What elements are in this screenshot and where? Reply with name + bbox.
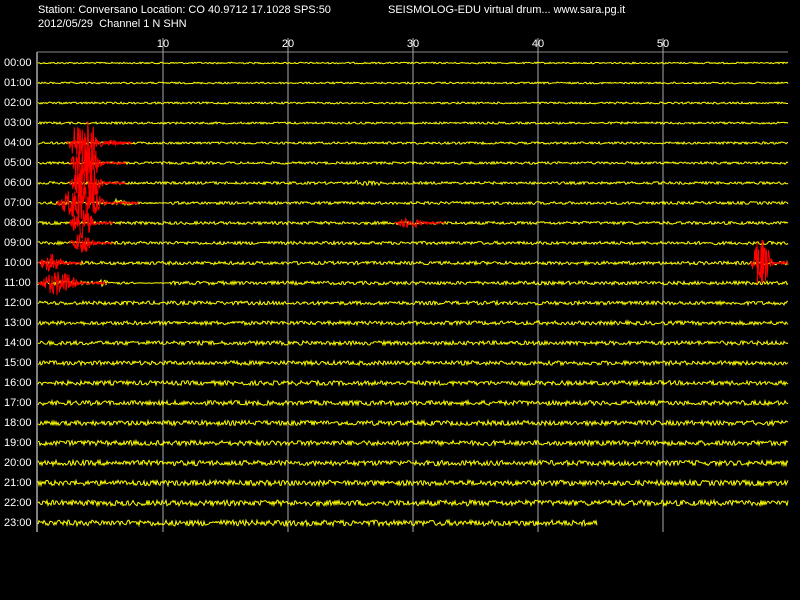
event-trace: [37, 253, 82, 273]
trace: [37, 319, 789, 327]
trace: [37, 458, 789, 468]
minute-tick-label: 50: [657, 38, 669, 50]
trace: [37, 518, 598, 528]
trace: [37, 120, 789, 126]
trace: [37, 160, 789, 166]
hour-label: 14:00: [4, 337, 32, 349]
trace: [37, 180, 789, 187]
event-trace: [68, 234, 114, 253]
hour-label: 00:00: [4, 57, 32, 69]
hour-label: 03:00: [4, 117, 32, 129]
hour-label: 10:00: [4, 257, 32, 269]
hour-label: 06:00: [4, 177, 32, 189]
trace: [37, 339, 789, 347]
hour-label: 16:00: [4, 377, 32, 389]
trace: [37, 239, 789, 247]
traces: [37, 61, 789, 528]
hour-label: 12:00: [4, 297, 32, 309]
date-channel: 2012/05/29 Channel 1 N SHN: [38, 18, 187, 30]
hour-label: 04:00: [4, 137, 32, 149]
trace: [37, 498, 789, 508]
hour-label: 20:00: [4, 457, 32, 469]
hour-label: 15:00: [4, 357, 32, 369]
event-trace: [394, 217, 445, 229]
trace: [37, 438, 789, 448]
minute-tick-label: 40: [532, 38, 544, 50]
hour-label: 19:00: [4, 437, 32, 449]
event-trace: [69, 209, 114, 239]
event-trace: [69, 160, 126, 206]
hour-label: 21:00: [4, 477, 32, 489]
trace: [37, 197, 789, 207]
hour-label: 22:00: [4, 497, 32, 509]
minute-tick-label: 30: [407, 38, 419, 50]
trace: [37, 259, 789, 267]
grid: 10 20 30 40 50: [157, 38, 669, 532]
trace: [37, 299, 788, 307]
station-info: Station: Conversano Location: CO 40.9712…: [38, 4, 331, 16]
hour-label: 07:00: [4, 197, 32, 209]
event-trace: [103, 139, 133, 148]
trace: [37, 81, 789, 85]
hour-label: 18:00: [4, 417, 32, 429]
hour-label: 08:00: [4, 217, 32, 229]
minute-tick-label: 20: [282, 38, 294, 50]
event-trace: [56, 186, 139, 221]
hour-label: 05:00: [4, 157, 32, 169]
trace: [37, 101, 789, 105]
event-trace: [750, 239, 789, 284]
event-trace: [37, 271, 107, 296]
hour-label: 13:00: [4, 317, 32, 329]
site-info: SEISMOLOG-EDU virtual drum... www.sara.p…: [388, 4, 625, 16]
trace: [37, 61, 789, 65]
trace: [37, 359, 789, 367]
trace: [37, 398, 789, 408]
trace: [37, 278, 789, 288]
hour-label: 02:00: [4, 97, 32, 109]
event-trace: [68, 143, 126, 182]
trace: [37, 378, 789, 388]
trace: [37, 478, 789, 488]
hour-labels: 00:00 01:00 02:00 03:00 04:00 05:00 06:00 07:00…: [4, 57, 32, 529]
hour-label: 17:00: [4, 397, 32, 409]
minute-tick-label: 10: [157, 38, 169, 50]
hour-label: 01:00: [4, 77, 32, 89]
hour-label: 23:00: [4, 517, 32, 529]
trace: [38, 140, 789, 146]
hour-label: 11:00: [4, 277, 31, 289]
trace: [37, 418, 789, 428]
hour-label: 09:00: [4, 237, 32, 249]
